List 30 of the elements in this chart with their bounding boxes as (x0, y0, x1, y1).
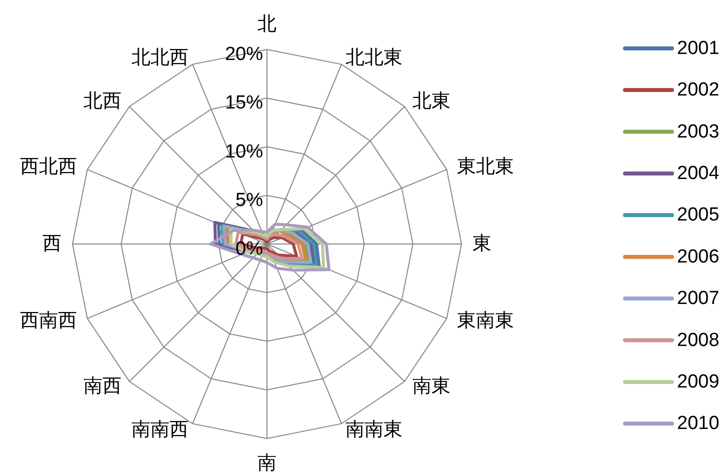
spoke-label: 北北西 (131, 47, 188, 68)
spoke-label: 北東 (412, 91, 450, 112)
spoke-label: 東南東 (456, 310, 514, 332)
legend-label: 2006 (677, 246, 720, 268)
y-tick-label: 15% (224, 92, 263, 114)
legend-label: 2002 (677, 80, 720, 101)
legend-label: 2008 (677, 330, 720, 351)
spoke-label: 南西 (84, 376, 122, 397)
legend-label: 2007 (677, 288, 720, 310)
spoke-label: 西北西 (20, 156, 78, 178)
spoke-label: 北西 (84, 91, 122, 112)
spoke-label: 南東 (412, 376, 450, 397)
spoke-label: 西南西 (20, 310, 78, 332)
spoke-label: 北北東 (346, 47, 403, 68)
spoke-label: 東 (472, 234, 492, 254)
y-tick-label: 20% (224, 44, 263, 65)
legend-label: 2003 (677, 121, 720, 142)
legend-label: 2004 (677, 162, 720, 184)
spoke-label: 南南東 (346, 420, 403, 441)
legend-label: 2009 (677, 371, 720, 392)
spoke-label: 東北東 (456, 156, 514, 178)
spoke-label: 西 (42, 234, 62, 254)
legend-label: 2001 (677, 38, 720, 59)
y-tick-label: 10% (224, 141, 263, 162)
y-tick-label: 5% (236, 190, 263, 211)
spoke-label: 南 (258, 453, 276, 472)
legend-label: 2005 (677, 204, 720, 226)
legend-label: 2010 (677, 413, 720, 434)
spoke-label: 北 (258, 14, 276, 35)
spoke-label: 南南西 (131, 420, 188, 441)
